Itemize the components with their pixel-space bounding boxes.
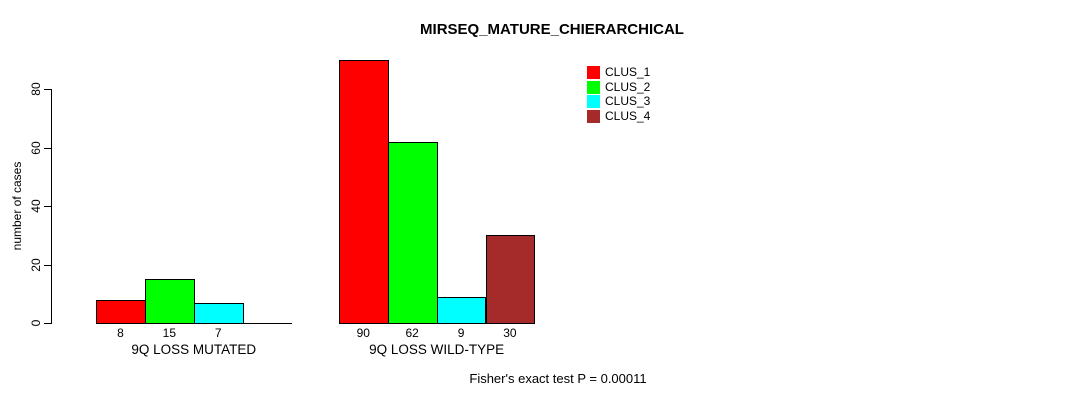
y-tick-mark (44, 89, 51, 91)
y-tick-mark (44, 206, 51, 208)
bar-value-label: 7 (214, 326, 222, 340)
bar-value-label: 8 (117, 326, 124, 340)
y-tick-label: 20 (29, 257, 43, 272)
bar-clus_4-2 (485, 235, 536, 324)
legend: CLUS_1 CLUS_2 CLUS_3 CLUS_4 (587, 65, 650, 124)
legend-item-clus_4: CLUS_4 (587, 109, 650, 124)
legend-label: CLUS_4 (605, 108, 651, 123)
bar-value-label: 90 (356, 326, 370, 340)
legend-swatch-icon (587, 109, 600, 123)
bar-value-label: 62 (405, 326, 419, 340)
legend-item-clus_2: CLUS_2 (587, 80, 650, 95)
bar-value-label: 15 (162, 326, 177, 340)
bar-value-label: 9 (457, 326, 465, 340)
legend-label: CLUS_2 (605, 79, 651, 94)
y-tick-mark (44, 264, 51, 266)
bar-clus_2-2 (387, 141, 438, 324)
bar-clus_1-1 (96, 299, 146, 324)
group-label: 9Q LOSS WILD-TYPE (369, 342, 505, 357)
legend-swatch-icon (587, 80, 600, 94)
bar-value-label: 30 (503, 326, 517, 340)
y-tick-label: 40 (29, 199, 43, 213)
legend-item-clus_3: CLUS_3 (587, 94, 650, 109)
bar-clus_1-2 (338, 60, 389, 324)
y-tick-label: 60 (29, 140, 43, 155)
chart-title: MIRSEQ_MATURE_CHIERARCHICAL (420, 21, 684, 38)
legend-label: CLUS_1 (605, 64, 651, 79)
y-tick-mark (44, 323, 51, 324)
y-tick-mark (44, 147, 51, 149)
legend-swatch-icon (587, 95, 600, 109)
bar-clus_2-1 (144, 279, 195, 324)
legend-swatch-icon (587, 65, 600, 79)
legend-label: CLUS_3 (605, 94, 651, 109)
y-tick-label: 0 (29, 319, 43, 327)
y-axis-line (51, 89, 52, 324)
legend-item-clus_1: CLUS_1 (587, 65, 650, 80)
fisher-test-annotation: Fisher's exact test P = 0.00011 (469, 371, 647, 386)
group-label: 9Q LOSS MUTATED (131, 342, 257, 357)
bar-clus_3-2 (436, 296, 487, 324)
y-tick-label: 80 (29, 82, 43, 96)
bar-clus_3-1 (193, 302, 244, 324)
y-axis-label: number of cases (10, 161, 24, 251)
